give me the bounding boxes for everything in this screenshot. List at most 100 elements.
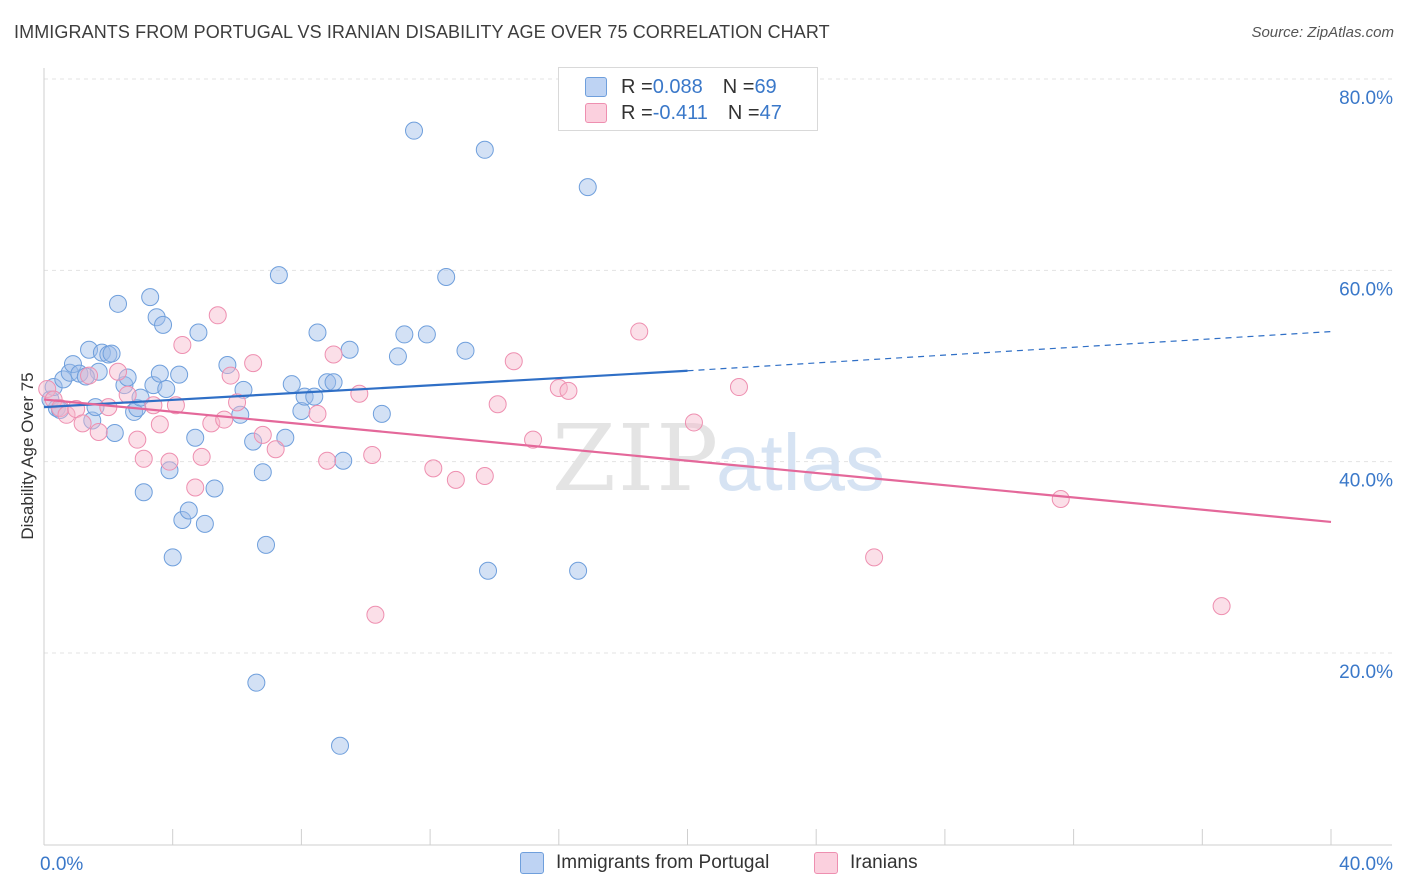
- legend-label-iranians: Iranians: [850, 852, 918, 873]
- y-tick-label: 40.0%: [1339, 471, 1393, 492]
- point-portugal: [395, 325, 414, 344]
- point-portugal: [218, 356, 237, 375]
- y-tick-label: 80.0%: [1339, 88, 1393, 109]
- point-portugal: [456, 341, 475, 360]
- point-portugal: [105, 423, 124, 442]
- x-tick-label: 0.0%: [40, 854, 83, 875]
- point-iranians: [446, 470, 465, 489]
- legend-label-portugal: Immigrants from Portugal: [556, 852, 770, 873]
- point-iranians: [684, 413, 703, 432]
- legend-item-portugal: Immigrants from Portugal: [520, 852, 769, 874]
- point-portugal: [147, 308, 166, 327]
- point-iranians: [488, 395, 507, 414]
- point-portugal: [92, 343, 111, 362]
- point-portugal: [154, 315, 173, 334]
- point-iranians: [504, 352, 523, 371]
- point-portugal: [205, 479, 224, 498]
- point-portugal: [102, 344, 121, 363]
- r-label: R =: [621, 75, 653, 98]
- n-value: 69: [754, 75, 777, 98]
- point-iranians: [324, 345, 343, 364]
- point-portugal: [179, 501, 198, 520]
- watermark-zip: ZIP: [552, 405, 720, 512]
- point-iranians: [186, 478, 205, 497]
- r-value: 0.088: [652, 75, 703, 98]
- point-iranians: [729, 378, 748, 397]
- point-iranians: [559, 381, 578, 400]
- legend-swatch-iranians: [814, 852, 838, 874]
- point-iranians: [134, 449, 153, 468]
- point-iranians: [128, 430, 147, 449]
- point-portugal: [63, 355, 82, 374]
- point-iranians: [173, 335, 192, 354]
- point-portugal: [276, 428, 295, 447]
- point-portugal: [437, 268, 456, 287]
- point-iranians: [865, 548, 884, 567]
- n-label: N =: [722, 75, 755, 98]
- point-iranians: [73, 414, 92, 433]
- point-portugal: [163, 548, 182, 567]
- tick-labels: 80.0% 60.0% 40.0% 20.0% 0.0% 40.0%: [40, 88, 1393, 875]
- point-portugal: [417, 325, 436, 344]
- y-axis-label: Disability Age Over 75: [18, 372, 37, 539]
- point-portugal: [109, 294, 128, 313]
- trend-line-portugal: [43, 369, 688, 409]
- point-portugal: [324, 373, 343, 392]
- point-portugal: [54, 370, 73, 389]
- point-portugal: [569, 561, 588, 580]
- y-tick-label: 20.0%: [1339, 662, 1393, 683]
- point-portugal: [578, 178, 597, 197]
- point-iranians: [1212, 597, 1231, 616]
- point-portugal: [405, 121, 424, 140]
- point-portugal: [44, 378, 63, 397]
- point-iranians: [208, 306, 227, 325]
- chart-source: Source: ZipAtlas.com: [1251, 24, 1394, 41]
- point-iranians: [424, 459, 443, 478]
- x-tick-label: 40.0%: [1339, 854, 1393, 875]
- point-portugal: [195, 514, 214, 533]
- point-iranians: [318, 451, 337, 470]
- r-value: -0.411: [652, 101, 708, 124]
- legend-item-iranians: Iranians: [814, 852, 918, 874]
- point-iranians: [109, 362, 128, 381]
- y-tick-label: 60.0%: [1339, 279, 1393, 300]
- point-portugal: [134, 483, 153, 502]
- point-portugal: [479, 561, 498, 580]
- chart-title: IMMIGRANTS FROM PORTUGAL VS IRANIAN DISA…: [14, 22, 830, 42]
- point-portugal: [253, 463, 272, 482]
- point-portugal: [282, 375, 301, 394]
- point-portugal: [173, 511, 192, 530]
- r-label: R =: [621, 101, 653, 124]
- point-iranians: [80, 366, 99, 385]
- point-portugal: [388, 347, 407, 366]
- point-portugal: [269, 266, 288, 285]
- point-portugal: [372, 404, 391, 423]
- point-iranians: [1051, 489, 1070, 508]
- point-portugal: [257, 535, 276, 554]
- point-iranians: [350, 384, 369, 403]
- point-iranians: [366, 605, 385, 624]
- point-iranians: [244, 354, 263, 373]
- point-portugal: [186, 428, 205, 447]
- watermark: ZIP atlas: [552, 405, 885, 512]
- point-iranians: [215, 410, 234, 429]
- point-iranians: [475, 467, 494, 486]
- axes: [43, 68, 1392, 846]
- point-iranians: [38, 379, 57, 398]
- point-portugal: [331, 736, 350, 755]
- point-iranians: [89, 423, 108, 442]
- n-label: N =: [727, 101, 760, 124]
- point-iranians: [630, 322, 649, 341]
- trend-line-portugal-projection: [687, 330, 1332, 372]
- point-iranians: [363, 445, 382, 464]
- point-portugal: [189, 323, 208, 342]
- point-iranians: [51, 399, 70, 418]
- legend-row-portugal: R = 0.088 N = 69: [585, 74, 777, 100]
- legend-swatch-portugal: [520, 852, 544, 874]
- watermark-atlas: atlas: [716, 418, 885, 507]
- point-iranians: [253, 425, 272, 444]
- point-portugal: [475, 140, 494, 159]
- legend-row-iranians: R = -0.411 N = 47: [585, 100, 782, 126]
- point-portugal: [141, 288, 160, 307]
